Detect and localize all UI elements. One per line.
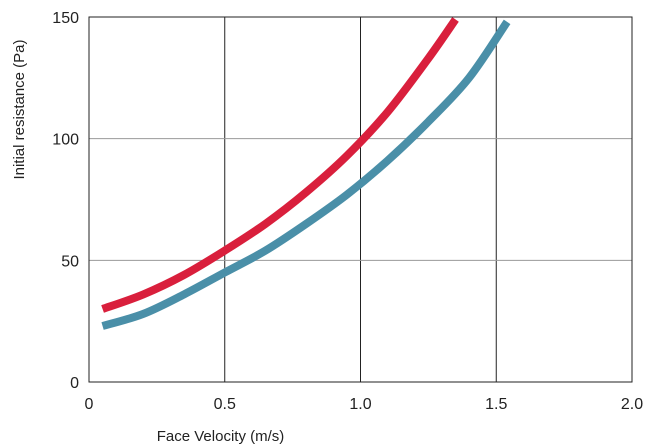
y-tick-label: 100 bbox=[52, 132, 79, 149]
series-layer bbox=[101, 17, 511, 330]
x-tick-label: 1.0 bbox=[349, 396, 371, 413]
y-axis-title: Initial resistance (Pa) bbox=[11, 39, 28, 179]
x-tick-label: 1.5 bbox=[485, 396, 507, 413]
tick-label-layer: 0 0.5 1.0 1.5 2.0 0 50 100 150 bbox=[52, 10, 643, 413]
y-tick-label: 50 bbox=[61, 253, 79, 270]
grid-layer bbox=[89, 17, 632, 382]
y-tick-label: 150 bbox=[52, 10, 79, 27]
plot-frame bbox=[88, 16, 633, 383]
y-tick-label: 0 bbox=[70, 375, 79, 392]
x-axis-title: Face Velocity (m/s) bbox=[157, 428, 285, 445]
series-line-1 bbox=[101, 17, 459, 313]
x-tick-label: 0 bbox=[85, 396, 94, 413]
x-tick-label: 2.0 bbox=[621, 396, 643, 413]
x-tick-label: 0.5 bbox=[214, 396, 236, 413]
series-line-2 bbox=[101, 19, 511, 330]
